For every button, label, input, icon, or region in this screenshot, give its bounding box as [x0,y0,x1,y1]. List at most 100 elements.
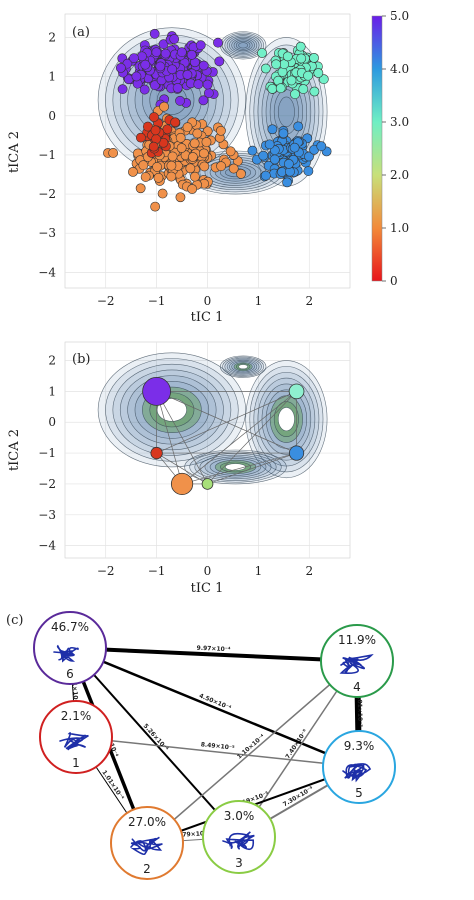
panel-b-xtick-label: 0 [204,564,212,578]
scatter-point [135,183,146,194]
state-circle [39,700,113,774]
state-population: 3.0% [224,809,255,823]
panel-a-ytick-label: 1 [48,70,56,84]
scatter-point [304,151,314,162]
panel-a-xticks: −2 −1 0 1 2 [97,294,313,308]
panel-b-xtick-label: −1 [148,564,166,578]
panel-a-xtick-label: 2 [305,294,313,308]
panel-b-ytick-label: 1 [48,384,56,398]
panel-a-xlabel: tIC 1 [191,310,224,325]
state-population: 9.3% [344,739,375,753]
protein-structure [222,831,255,851]
scatter-point [135,132,146,143]
scatter-point [286,75,297,86]
scatter-point [303,70,313,81]
scatter-point [175,132,186,143]
scatter-point [214,56,225,67]
transition-rate-label: 1.01×10⁻³ [356,693,364,727]
panel-a-ytick-label: 0 [48,109,56,123]
panel-b-yticks: 2 1 0 −1 −2 −3 −4 [38,354,56,553]
network-edge [156,452,208,485]
panel-c-label: (c) [6,613,23,628]
scatter-point [247,145,258,156]
panel-a-ytick-label: −3 [38,226,56,240]
scatter-point [169,34,180,44]
state-node [288,383,305,400]
density-contour-3 [238,42,249,49]
scatter-point [290,89,300,100]
scatter-point [149,80,160,91]
scatter-point [150,125,161,136]
panel-a: −2 −1 0 1 2 2 1 0 −1 −2 −3 −4 (a) tIC 1 tICA 2 5.0… [7,9,409,325]
scatter-point [283,158,294,169]
state-number: 3 [235,856,243,870]
scatter-point [167,64,178,75]
scatter-point [289,142,300,153]
panel-a-points [103,28,332,212]
panel-b-ytick-label: −3 [38,508,56,522]
scatter-point [182,122,193,133]
scatter-point [260,63,271,74]
scatter-point [216,125,226,136]
scatter-point [139,84,150,95]
panel-a-ytick-label: −2 [38,187,56,201]
scatter-point [295,41,306,52]
scatter-point [167,151,178,162]
scatter-point [192,128,203,139]
scatter-point [195,40,206,51]
state-number: 1 [72,756,80,770]
panel-b-ylabel: tICA 2 [7,429,22,471]
scatter-point [201,137,212,147]
panel-c-states: 46.7% 6 2.1% 1 27.0% 2 3.0% 3 11.9% 4 9.3% 5 [33,611,396,880]
scatter-point [160,48,171,59]
state-number: 2 [143,862,151,876]
scatter-point [216,161,227,172]
scatter-point [152,162,162,172]
network-edge [156,391,297,454]
scatter-point [115,62,126,73]
panel-a-xtick-label: −2 [97,294,115,308]
panel-a-xtick-label: −1 [148,294,166,308]
protein-structure [339,653,374,674]
density-contour-1 [277,96,295,128]
state-number: 6 [66,667,74,681]
colorbar [371,15,383,282]
scatter-point [190,171,200,182]
scatter-point [189,138,200,149]
scatter-point [170,117,181,128]
density-contour-3 [231,38,255,53]
colorbar-tick-label: 0 [390,274,398,288]
scatter-point [182,69,193,80]
scatter-point [198,95,209,106]
scatter-point [257,48,267,58]
scatter-point [186,49,197,60]
transition-rate-label: 1.01×10⁻⁴ [70,671,79,706]
panel-b: −2 −1 0 1 2 2 1 0 −1 −2 −3 −4 (b) tIC 1 tICA 2 [7,341,351,596]
scatter-point [151,47,162,58]
panel-b-xtick-label: 1 [255,564,263,578]
scatter-point [275,83,286,94]
scatter-point [166,160,177,171]
colorbar-tick-label: 2.0 [390,168,409,182]
panel-b-ytick-label: 0 [48,415,56,429]
panel-b-nodes [142,376,305,496]
panel-b-ytick-label: 2 [48,354,56,368]
scatter-point [258,150,269,161]
state-node [150,446,163,460]
scatter-point [140,172,151,182]
scatter-point [199,161,210,172]
state-population: 2.1% [61,709,92,723]
state-circle [202,800,276,874]
scatter-point [318,74,329,85]
transition-rate-label: 8.49×10⁻⁵ [200,741,235,752]
network-edge [156,391,183,485]
colorbar-ticks: 5.0 4.0 3.0 2.0 1.0 0 [382,9,409,288]
state-node [201,478,214,490]
scatter-point [155,61,166,72]
panel-a-xtick-label: 1 [255,294,263,308]
density-contour-3 [224,34,262,57]
scatter-point [298,84,309,94]
transition-edge [69,647,240,838]
transition-rate-label: 9.97×10⁻⁴ [196,645,231,654]
